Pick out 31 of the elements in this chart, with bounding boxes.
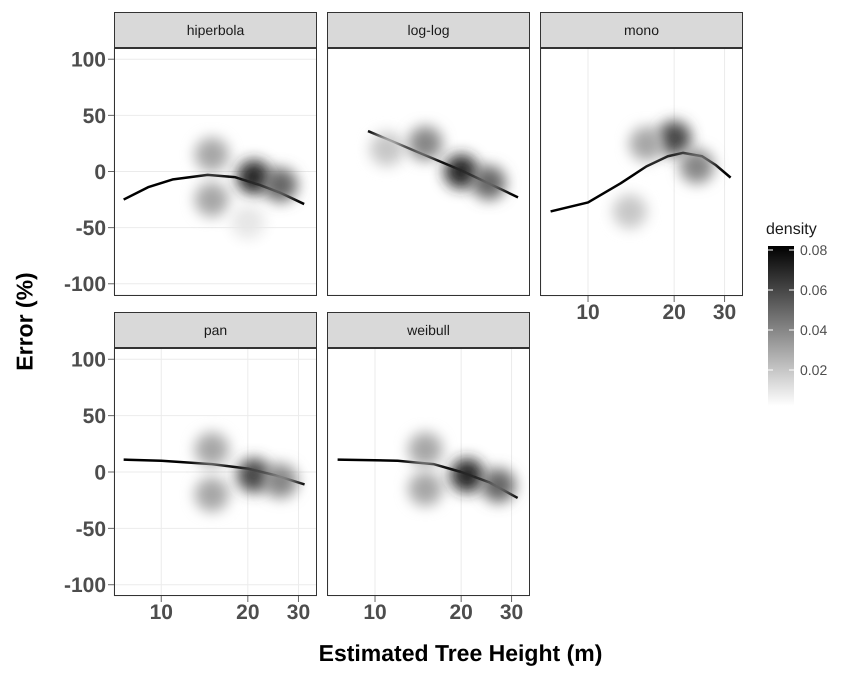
y-axis-title: Error (%): [12, 271, 38, 373]
x-tick-label: 30: [286, 600, 310, 624]
color-bar-label: 0.02: [800, 362, 828, 378]
color-bar-label: 0.06: [800, 282, 828, 298]
y-tick-label: 100: [70, 48, 106, 72]
y-tick-label: -50: [76, 518, 106, 541]
x-tick-label: 30: [712, 300, 736, 324]
x-tick-label: 20: [449, 600, 473, 624]
y-tick-label: 0: [94, 160, 106, 184]
x-tick-label: 10: [576, 300, 600, 324]
y-tick-label: -100: [64, 574, 106, 598]
x-tick-label: 20: [662, 300, 686, 324]
chart-title: pan: [114, 312, 317, 348]
x-tick-label: 10: [150, 600, 173, 624]
x-tick-label: 20: [236, 600, 260, 624]
y-tick-label: -100: [64, 273, 106, 296]
y-tick-label: 100: [70, 348, 106, 372]
chart-title: hiperbola: [114, 12, 317, 48]
y-tick-label: 0: [94, 461, 106, 484]
chart-title: weibull: [327, 312, 530, 348]
chart-title: log-log: [327, 12, 530, 48]
x-tick-label: 30: [500, 600, 524, 624]
color-bar-label: 0.04: [800, 322, 828, 338]
y-tick-label: -50: [76, 217, 106, 240]
color-bar-label: 0.08: [800, 242, 828, 258]
x-tick-label: 10: [363, 600, 387, 624]
y-tick-label: 50: [82, 405, 106, 428]
chart-title: mono: [540, 12, 743, 48]
x-axis-title: Estimated Tree Height (m): [318, 640, 602, 666]
y-tick-label: 50: [82, 104, 106, 128]
color-bar-title: density: [766, 221, 817, 238]
